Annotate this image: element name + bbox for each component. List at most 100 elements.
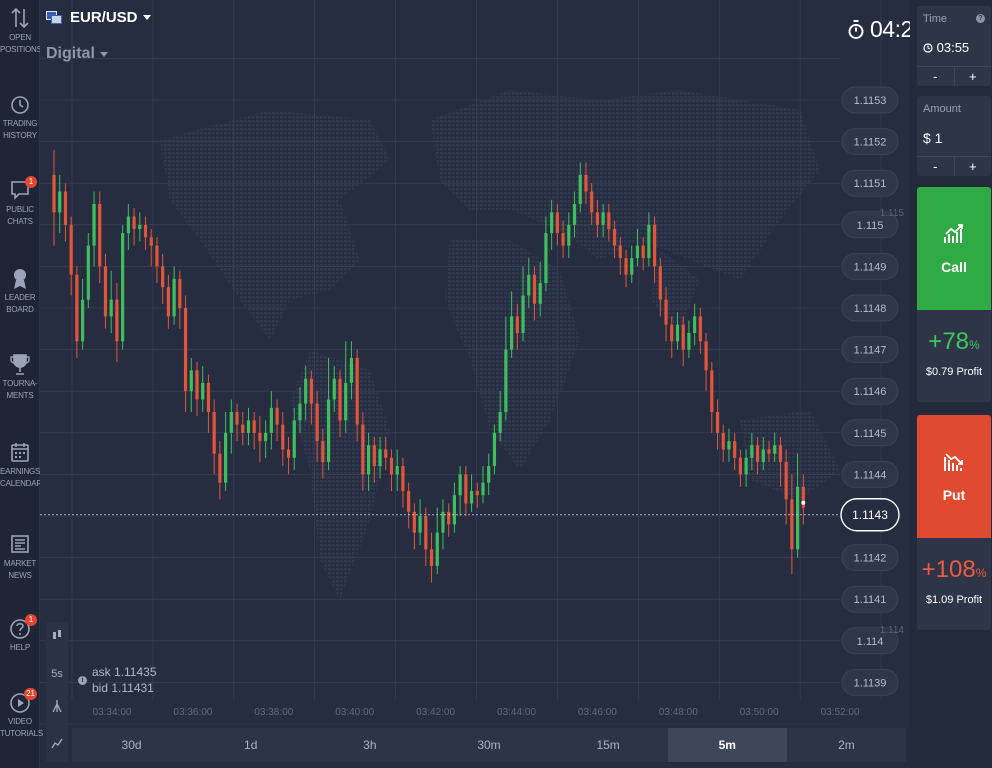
- period-30m[interactable]: 30m: [477, 738, 501, 752]
- notification-badge: 1: [25, 176, 37, 188]
- price-label: 1.1139: [841, 668, 899, 696]
- sidebar-item-leader-board[interactable]: LEADER BOARD: [0, 266, 40, 316]
- candle: [670, 316, 674, 358]
- time-label: 03:46:00: [578, 707, 617, 718]
- svg-text:1.1147: 1.1147: [854, 345, 887, 357]
- amount-minus-button[interactable]: -: [933, 159, 938, 174]
- sidebar-item-help[interactable]: 1 HELP: [0, 614, 40, 654]
- time-label: 03:40:00: [335, 707, 374, 718]
- expiration-timer: 04:22: [848, 16, 910, 43]
- candle: [469, 474, 474, 512]
- candle: [206, 374, 211, 433]
- candle: [778, 436, 783, 487]
- sidebar-item-video-tutorials[interactable]: 21 VIDEO TUTORIALS: [0, 688, 43, 740]
- candle: [429, 532, 434, 583]
- time-minus-button[interactable]: -: [933, 69, 938, 84]
- sidebar-item-earnings-calendar[interactable]: EARNINGS CALENDAR: [0, 440, 42, 490]
- period-5m[interactable]: 5m: [667, 728, 787, 762]
- candle: [161, 253, 165, 304]
- chart-area[interactable]: 1.1153 1.1152 1.1151 1.115 1.1149 1.1148 1.114…: [40, 0, 910, 728]
- sidebar-item-label: LEADER BOARD: [4, 293, 36, 314]
- side-price-label: 1.115: [880, 208, 905, 219]
- put-button[interactable]: Put: [917, 415, 991, 538]
- sidebar-item-trading-history[interactable]: TRADING HISTORY: [0, 92, 40, 142]
- period-15m[interactable]: 15m: [596, 738, 620, 752]
- price-label: 1.1146: [841, 377, 899, 405]
- candle: [395, 449, 399, 492]
- time-stepper: - +: [917, 66, 991, 86]
- candle: [687, 320, 691, 358]
- price-label: 1.1153: [841, 86, 899, 114]
- svg-text:1.115: 1.115: [857, 220, 884, 232]
- bid-price: bid 1.11431: [92, 681, 154, 695]
- candle: [464, 466, 468, 516]
- time-value[interactable]: 03:55: [923, 40, 969, 55]
- svg-text:1.1153: 1.1153: [854, 95, 887, 107]
- period-30d[interactable]: 30d: [121, 738, 142, 752]
- asset-selector[interactable]: EUR/USD: [46, 9, 151, 26]
- sidebar: OPEN POSITIONS TRADING HISTORY 1 PUBLIC CHA…: [0, 0, 43, 768]
- price-label: 1.115: [841, 211, 899, 239]
- clock-icon: [923, 43, 933, 53]
- call-label: Call: [941, 259, 967, 275]
- candle: [515, 303, 519, 350]
- sidebar-item-open-positions[interactable]: OPEN POSITIONS: [0, 6, 42, 56]
- candle: [384, 436, 388, 471]
- bars-icon[interactable]: [46, 696, 68, 724]
- play-icon: 21: [9, 688, 37, 716]
- ask-price: ask 1.11435: [92, 665, 157, 679]
- candle: [601, 204, 605, 238]
- time-title: Time: [923, 13, 948, 25]
- sidebar-item-public-chats[interactable]: 1 PUBLIC CHATS: [0, 176, 40, 228]
- candles-icon[interactable]: [46, 624, 68, 652]
- amount-plus-button[interactable]: +: [953, 157, 992, 176]
- chart-down-icon: [944, 453, 963, 471]
- period-2m[interactable]: 2m: [838, 738, 855, 752]
- chart-canvas[interactable]: 1.1153 1.1152 1.1151 1.115 1.1149 1.1148 1.114…: [40, 0, 910, 728]
- candle: [595, 199, 599, 238]
- candle: [292, 407, 296, 471]
- candle: [103, 253, 108, 329]
- call-button[interactable]: Call: [917, 187, 991, 310]
- line-icon[interactable]: [46, 732, 68, 760]
- timeframe-button[interactable]: 5s: [51, 668, 63, 680]
- candle: [149, 228, 153, 267]
- sidebar-item-market-news[interactable]: MARKET NEWS: [0, 532, 40, 582]
- period-1d[interactable]: 1d: [244, 738, 258, 752]
- candle: [647, 212, 651, 267]
- time-label: 03:44:00: [497, 707, 536, 718]
- candle: [475, 482, 479, 508]
- candle: [218, 441, 222, 500]
- price-label: 1.1149: [841, 252, 899, 280]
- option-type-selector[interactable]: Digital: [46, 45, 108, 63]
- candle: [98, 191, 102, 284]
- eur-usd-flag-icon: [46, 11, 62, 24]
- time-plus-button[interactable]: +: [953, 67, 992, 86]
- candle: [195, 362, 199, 417]
- candle: [624, 249, 628, 288]
- svg-text:1.114: 1.114: [857, 636, 884, 648]
- svg-text:1.1142: 1.1142: [854, 553, 887, 565]
- candle: [361, 412, 365, 492]
- candle: [447, 503, 451, 537]
- amount-input[interactable]: $ 1: [923, 130, 943, 146]
- sidebar-item-tourna-ments[interactable]: TOURNA- MENTS: [0, 352, 40, 402]
- candle: [767, 441, 771, 462]
- candle: [796, 453, 800, 558]
- candle: [138, 212, 142, 242]
- candle: [521, 266, 525, 342]
- candle: [269, 391, 273, 450]
- candle: [69, 216, 73, 296]
- candle: [58, 174, 62, 234]
- period-3h[interactable]: 3h: [363, 738, 377, 752]
- candle: [52, 149, 56, 246]
- candle: [86, 233, 90, 308]
- notification-badge: 1: [25, 614, 37, 626]
- help-icon[interactable]: ?: [976, 14, 985, 23]
- candle: [109, 270, 113, 333]
- chart-up-icon: [944, 224, 963, 243]
- candle: [733, 432, 737, 471]
- candle: [224, 412, 228, 492]
- candle: [801, 474, 805, 525]
- time-label: 03:48:00: [659, 707, 698, 718]
